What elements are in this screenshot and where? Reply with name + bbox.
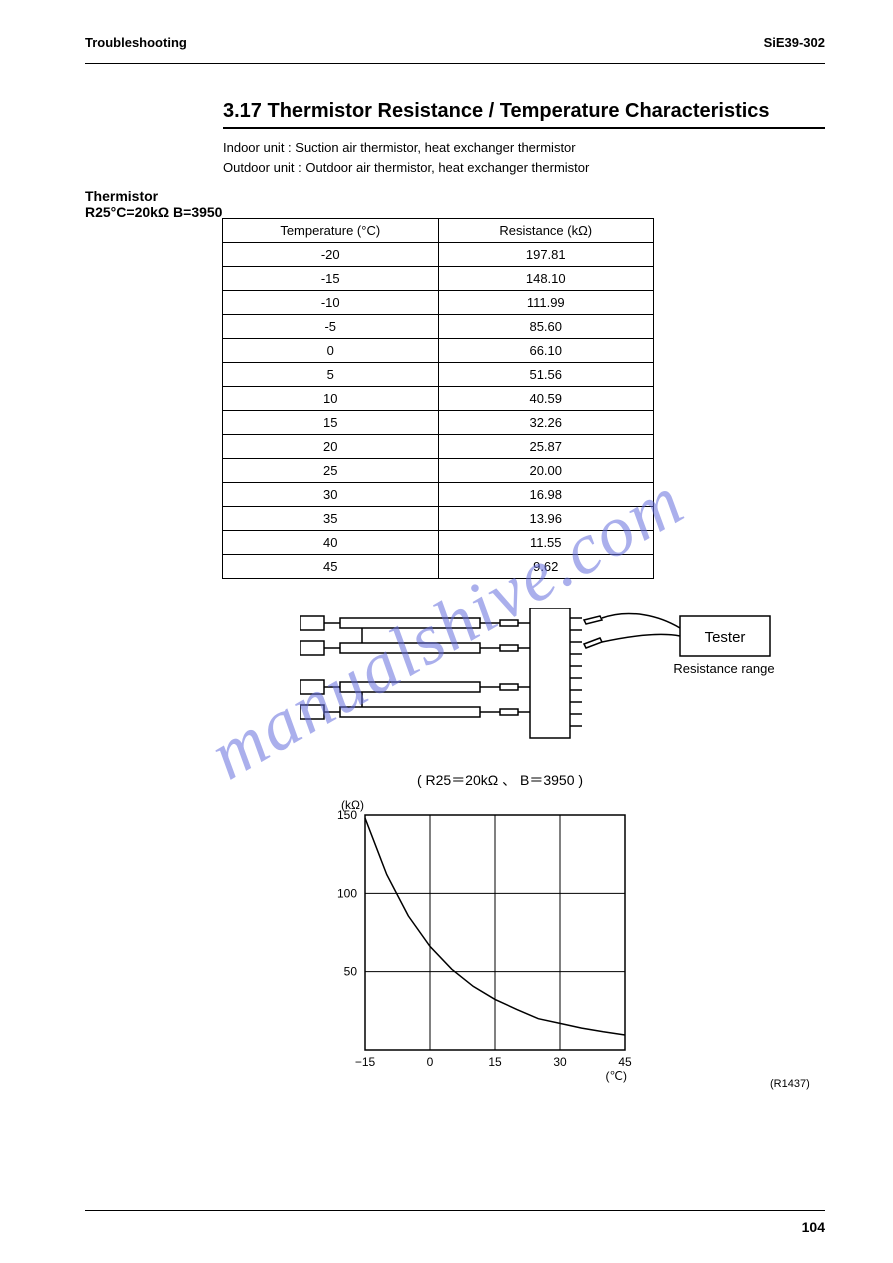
- chart-svg: 50100150−150153045(kΩ)(℃): [310, 790, 670, 1090]
- th-temp: Temperature (°C): [223, 219, 439, 243]
- svg-text:(℃): (℃): [606, 1069, 627, 1083]
- section-subtitle-1: Indoor unit : Suction air thermistor, he…: [223, 140, 576, 155]
- table-row: -585.60: [223, 315, 654, 339]
- figure-code: (R1437): [770, 1078, 810, 1090]
- table-row: 2520.00: [223, 459, 654, 483]
- svg-text:50: 50: [344, 965, 358, 979]
- th-res: Resistance (kΩ): [438, 219, 654, 243]
- range-label-text: Resistance range: [673, 661, 774, 676]
- table-row: 2025.87: [223, 435, 654, 459]
- thermistor-chart: ( R25＝20kΩ 、 B＝3950 ) 50100150−150153045…: [310, 770, 670, 1095]
- svg-text:−15: −15: [355, 1055, 376, 1069]
- top-rule: [85, 63, 825, 64]
- page: Troubleshooting SiE39-302 3.17 Thermisto…: [0, 0, 893, 1263]
- table-row: 459.62: [223, 555, 654, 579]
- table-row: 4011.55: [223, 531, 654, 555]
- table-header-row: Temperature (°C) Resistance (kΩ): [223, 219, 654, 243]
- bottom-rule: [85, 1210, 825, 1211]
- side-heading-line2: R25°C=20kΩ B=3950: [85, 204, 222, 220]
- table-row: 3016.98: [223, 483, 654, 507]
- svg-text:45: 45: [618, 1055, 632, 1069]
- header-left: Troubleshooting: [85, 35, 187, 50]
- page-number: 104: [802, 1219, 825, 1235]
- section-subtitle-2: Outdoor unit : Outdoor air thermistor, h…: [223, 160, 589, 175]
- table-row: 066.10: [223, 339, 654, 363]
- table-row: -15148.10: [223, 267, 654, 291]
- svg-text:15: 15: [488, 1055, 502, 1069]
- connector-diagram: Tester Resistance range: [300, 608, 780, 753]
- section-rule: [223, 127, 825, 129]
- header-right: SiE39-302: [764, 35, 825, 50]
- svg-text:(kΩ): (kΩ): [341, 798, 364, 812]
- table-row: 551.56: [223, 363, 654, 387]
- tester-label-text: Tester: [705, 629, 746, 646]
- table-row: 1040.59: [223, 387, 654, 411]
- svg-text:30: 30: [553, 1055, 567, 1069]
- table-row: 3513.96: [223, 507, 654, 531]
- thermistor-table: Temperature (°C) Resistance (kΩ) -20197.…: [222, 218, 654, 579]
- svg-text:100: 100: [337, 886, 357, 900]
- table-row: -10111.99: [223, 291, 654, 315]
- connector-svg: Tester Resistance range: [300, 608, 780, 748]
- side-heading-line1: Thermistor: [85, 188, 158, 204]
- chart-title: ( R25＝20kΩ 、 B＝3950 ): [330, 770, 670, 790]
- table-row: 1532.26: [223, 411, 654, 435]
- table-row: -20197.81: [223, 243, 654, 267]
- svg-text:0: 0: [427, 1055, 434, 1069]
- section-title: 3.17 Thermistor Resistance / Temperature…: [223, 100, 770, 123]
